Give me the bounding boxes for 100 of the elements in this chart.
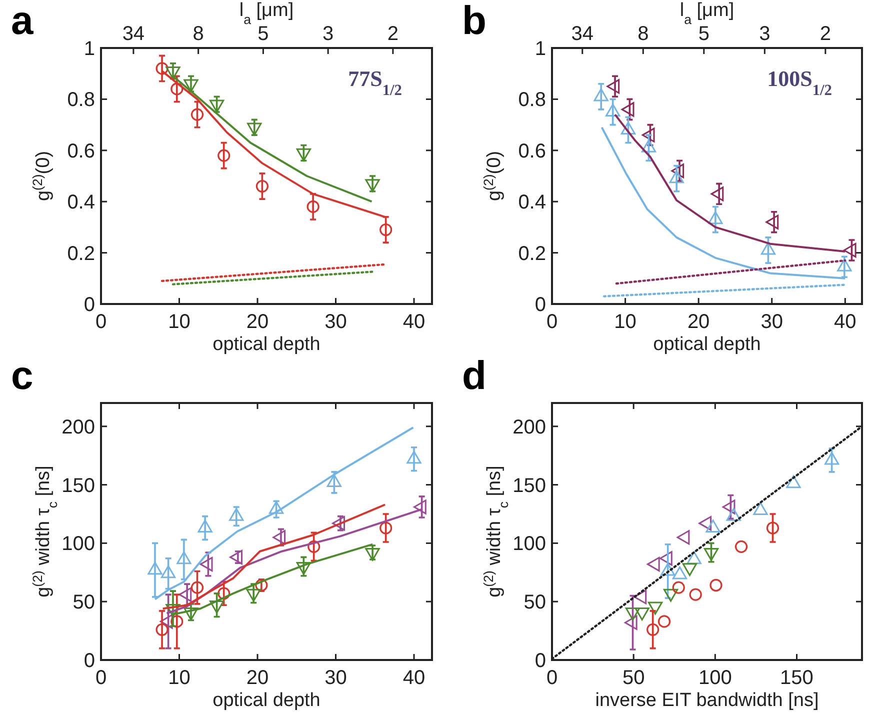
point xyxy=(625,608,640,620)
y-tick-label: 50 xyxy=(72,592,95,614)
point xyxy=(689,588,702,601)
text: 3 xyxy=(322,23,334,45)
point xyxy=(160,565,176,578)
y-tick-label: 0 xyxy=(534,650,546,672)
y-tick-label: 150 xyxy=(62,474,95,497)
point xyxy=(255,578,268,592)
y-tick-label: 0.4 xyxy=(518,192,546,214)
y-tick-label: 200 xyxy=(62,416,95,438)
y-tick-label: 50 xyxy=(524,592,546,614)
point xyxy=(218,149,230,162)
x-tick-label: 150 xyxy=(780,667,814,689)
point xyxy=(296,148,311,162)
annotation: 77S$_{1/2}$ xyxy=(348,66,402,98)
x-tick-label: 10 xyxy=(614,311,636,333)
y-tick-label: 0.6 xyxy=(67,140,95,162)
point xyxy=(268,500,284,514)
x-tick-label: 100 xyxy=(698,667,732,689)
point xyxy=(176,551,192,564)
point xyxy=(380,522,392,534)
point xyxy=(190,581,204,594)
y-tick-label: 200 xyxy=(512,416,546,438)
x-axis-title: optical depth xyxy=(653,334,761,355)
point xyxy=(708,211,723,224)
point xyxy=(706,520,720,533)
point xyxy=(247,122,262,136)
x-tick-label: 20 xyxy=(687,311,710,333)
text: 8 xyxy=(192,23,204,45)
point xyxy=(166,66,180,80)
x-tick-label: 50 xyxy=(622,667,645,689)
point xyxy=(148,562,162,575)
text: 34 xyxy=(122,23,145,45)
point xyxy=(605,104,620,117)
point xyxy=(218,587,230,600)
y-tick-label: 1 xyxy=(84,38,95,60)
y-tick-label: 0.8 xyxy=(67,89,95,112)
text: 3 xyxy=(759,23,770,45)
x-tick-label: 40 xyxy=(834,311,856,333)
point xyxy=(229,508,244,521)
point xyxy=(641,139,656,152)
point xyxy=(190,108,204,121)
x-tick-label: 20 xyxy=(246,667,269,689)
x-tick-label: 10 xyxy=(168,311,190,333)
point xyxy=(620,122,636,134)
x-axis-title: optical depth xyxy=(212,690,320,711)
point xyxy=(837,258,852,272)
x-axis-title: inverse EIT bandwidth [ns] xyxy=(595,690,819,711)
y-tick-label: 0.2 xyxy=(518,242,546,265)
x-tick-label: 10 xyxy=(168,667,190,689)
point xyxy=(380,223,392,236)
point xyxy=(786,475,801,488)
y-tick-label: 0.8 xyxy=(518,89,546,112)
point xyxy=(198,520,212,533)
point xyxy=(760,242,776,255)
point xyxy=(634,608,650,620)
text: 8 xyxy=(638,23,649,45)
point xyxy=(406,450,422,464)
point xyxy=(658,615,671,628)
x-tick-label: 30 xyxy=(760,311,783,333)
x-tick-label: 20 xyxy=(246,311,269,333)
point xyxy=(184,79,198,92)
y-tick-label: 0.6 xyxy=(518,140,546,162)
x-tick-label: 30 xyxy=(324,311,347,333)
point xyxy=(686,551,702,564)
text: 34 xyxy=(571,23,594,45)
point xyxy=(594,88,608,102)
x-axis-title: optical depth xyxy=(212,334,320,355)
y-tick-label: 0 xyxy=(84,650,95,672)
point xyxy=(209,100,224,113)
chart-title: b xyxy=(462,0,486,43)
text: 2 xyxy=(820,23,831,45)
chart-title: c xyxy=(11,354,34,398)
point xyxy=(170,615,184,628)
y-tick-label: 0.2 xyxy=(67,242,95,265)
text: 2 xyxy=(387,23,399,45)
chart-title: d xyxy=(462,354,486,398)
y-tick-label: 150 xyxy=(512,474,546,497)
point xyxy=(710,578,722,592)
y-tick-label: 0 xyxy=(84,294,95,316)
point xyxy=(156,623,168,636)
point xyxy=(726,508,741,521)
point xyxy=(824,452,840,465)
x-tick-label: 40 xyxy=(402,667,426,689)
point xyxy=(306,200,320,214)
y-tick-label: 0 xyxy=(534,294,546,316)
point xyxy=(753,502,768,516)
point xyxy=(256,180,268,193)
point xyxy=(669,170,684,184)
point xyxy=(308,540,320,553)
point xyxy=(766,522,780,534)
y-tick-label: 100 xyxy=(62,533,95,556)
y-tick-label: 100 xyxy=(512,533,546,556)
y-tick-label: 1 xyxy=(534,38,546,60)
point xyxy=(734,540,748,553)
chart-title: a xyxy=(11,0,34,43)
x-tick-label: 40 xyxy=(402,311,426,333)
y-tick-label: 0.4 xyxy=(67,192,95,214)
point xyxy=(672,581,685,594)
x-tick-label: 30 xyxy=(324,667,347,689)
